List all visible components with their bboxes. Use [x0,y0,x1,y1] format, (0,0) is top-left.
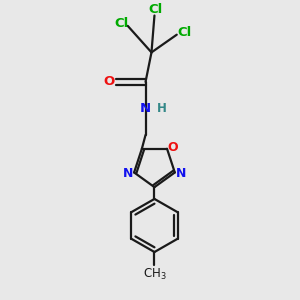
Text: Cl: Cl [114,17,128,30]
Text: O: O [104,75,115,88]
Text: Cl: Cl [148,2,162,16]
Text: H: H [157,102,167,115]
Text: N: N [122,167,133,181]
Text: O: O [168,141,178,154]
Text: Cl: Cl [177,26,191,39]
Text: CH$_3$: CH$_3$ [142,267,166,282]
Text: N: N [140,102,151,115]
Text: N: N [176,167,187,181]
